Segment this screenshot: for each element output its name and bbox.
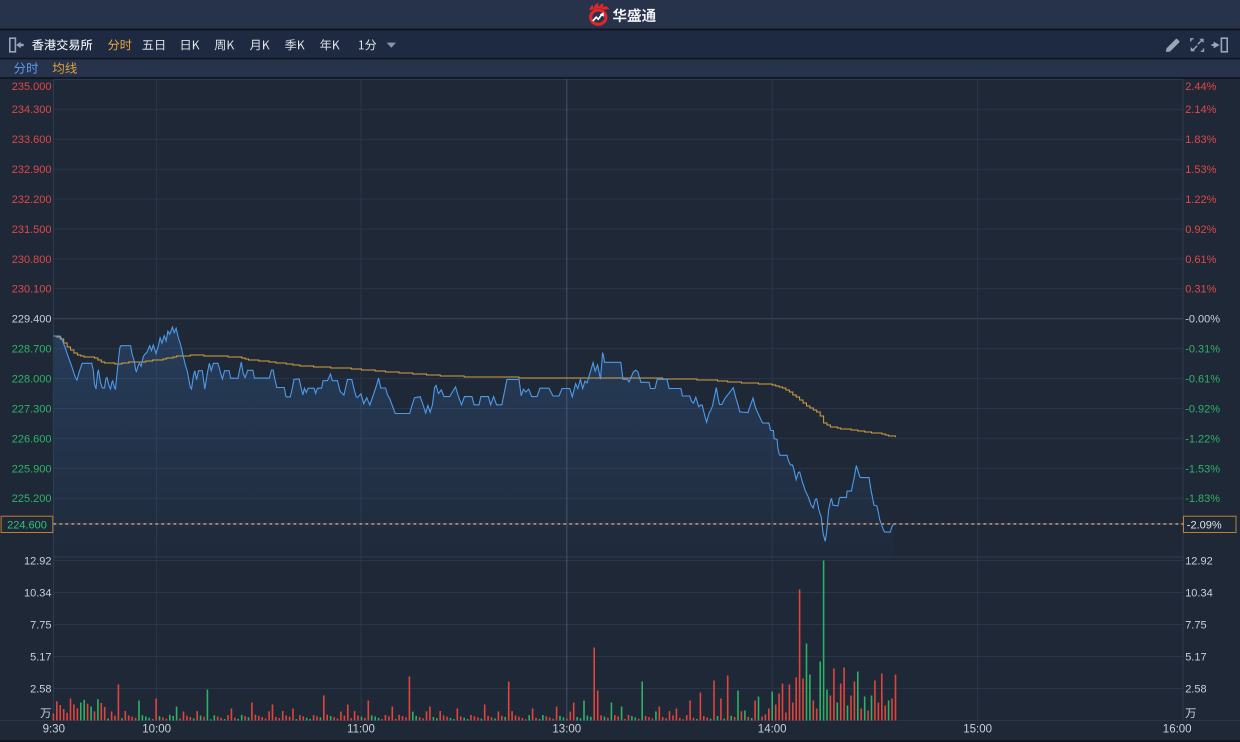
svg-text:5.17: 5.17 bbox=[1185, 651, 1206, 663]
svg-text:-1.22%: -1.22% bbox=[1185, 433, 1220, 445]
svg-text:230.800: 230.800 bbox=[12, 254, 52, 266]
svg-text:227.300: 227.300 bbox=[12, 403, 52, 415]
svg-text:232.900: 232.900 bbox=[12, 164, 52, 176]
svg-text:231.500: 231.500 bbox=[12, 224, 52, 236]
svg-text:230.100: 230.100 bbox=[12, 284, 52, 296]
svg-text:12.92: 12.92 bbox=[24, 555, 52, 567]
svg-text:2.58: 2.58 bbox=[1185, 683, 1206, 695]
svg-text:0.31%: 0.31% bbox=[1185, 284, 1216, 296]
svg-text:15:00: 15:00 bbox=[963, 724, 992, 736]
svg-text:-0.00%: -0.00% bbox=[1185, 314, 1220, 326]
svg-text:1.83%: 1.83% bbox=[1185, 134, 1216, 146]
svg-text:226.600: 226.600 bbox=[12, 433, 52, 445]
svg-text:225.200: 225.200 bbox=[12, 493, 52, 505]
svg-text:228.000: 228.000 bbox=[12, 374, 52, 386]
svg-text:5.17: 5.17 bbox=[30, 651, 51, 663]
svg-text:7.75: 7.75 bbox=[30, 619, 51, 631]
svg-text:7.75: 7.75 bbox=[1185, 619, 1206, 631]
svg-text:2.44%: 2.44% bbox=[1185, 81, 1216, 93]
svg-text:1.53%: 1.53% bbox=[1185, 164, 1216, 176]
svg-text:11:00: 11:00 bbox=[347, 724, 375, 736]
svg-text:0.92%: 0.92% bbox=[1185, 224, 1216, 236]
svg-text:10.34: 10.34 bbox=[24, 587, 52, 599]
svg-text:224.600: 224.600 bbox=[7, 519, 47, 531]
svg-text:0.61%: 0.61% bbox=[1185, 254, 1216, 266]
svg-text:10:00: 10:00 bbox=[142, 724, 171, 736]
svg-text:232.200: 232.200 bbox=[12, 194, 52, 206]
svg-text:12.92: 12.92 bbox=[1185, 555, 1213, 567]
svg-text:-1.83%: -1.83% bbox=[1185, 493, 1220, 505]
svg-text:16:00: 16:00 bbox=[1163, 724, 1192, 736]
svg-text:235.000: 235.000 bbox=[12, 81, 52, 93]
svg-text:10.34: 10.34 bbox=[1185, 587, 1213, 599]
svg-text:-2.09%: -2.09% bbox=[1187, 519, 1222, 531]
svg-text:233.600: 233.600 bbox=[12, 134, 52, 146]
svg-text:13:00: 13:00 bbox=[552, 724, 581, 736]
svg-text:-0.61%: -0.61% bbox=[1185, 374, 1220, 386]
svg-text:234.300: 234.300 bbox=[12, 104, 52, 116]
svg-text:225.900: 225.900 bbox=[12, 463, 52, 475]
svg-text:-0.31%: -0.31% bbox=[1185, 344, 1220, 356]
svg-text:229.400: 229.400 bbox=[12, 314, 52, 326]
svg-text:2.58: 2.58 bbox=[30, 683, 51, 695]
svg-text:14:00: 14:00 bbox=[758, 724, 787, 736]
svg-text:1.22%: 1.22% bbox=[1185, 194, 1216, 206]
svg-text:9:30: 9:30 bbox=[43, 724, 65, 736]
svg-text:2.14%: 2.14% bbox=[1185, 104, 1216, 116]
svg-text:-0.92%: -0.92% bbox=[1185, 403, 1220, 415]
svg-text:-1.53%: -1.53% bbox=[1185, 463, 1220, 475]
svg-text:228.700: 228.700 bbox=[12, 344, 52, 356]
